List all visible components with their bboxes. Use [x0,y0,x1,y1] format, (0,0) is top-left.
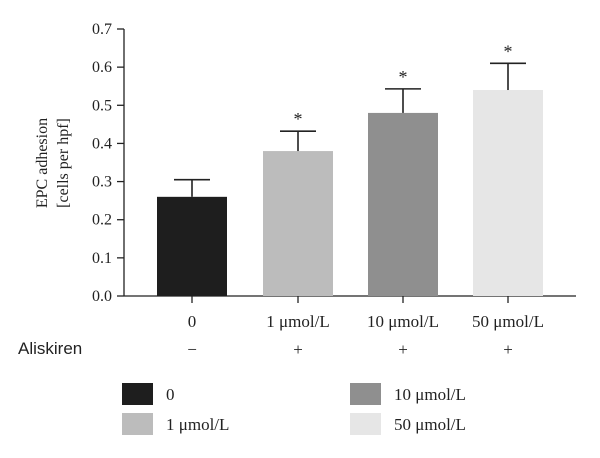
significance-star: * [294,109,303,129]
x-tick-label: 10 μmol/L [367,312,439,331]
legend-label-2: 1 μmol/L [166,415,229,434]
y-tick-label: 0.1 [92,250,112,267]
error-bars: * * * [174,41,526,197]
bar-2 [368,112,438,297]
legend-swatch-3 [350,413,381,435]
y-tick-label: 0.7 [92,21,112,38]
treatment-mark: − [187,340,197,359]
y-tick-label: 0.0 [92,288,112,305]
bar-1 [263,151,333,296]
x-tick-label: 50 μmol/L [472,312,544,331]
legend-label-1: 10 μmol/L [394,385,466,404]
significance-star: * [504,41,513,61]
treatment-row: Aliskiren − + + + [18,339,513,359]
legend-label-0: 0 [166,385,175,404]
y-axis-title-line2: [cells per hpf] [55,118,72,208]
legend-swatch-1 [350,383,381,405]
y-tick-label: 0.3 [92,174,112,191]
category-labels: 0 1 μmol/L 10 μmol/L 50 μmol/L [188,296,544,331]
legend: 0 10 μmol/L 1 μmol/L 50 μmol/L [122,383,466,435]
treatment-label: Aliskiren [18,339,82,358]
bar-0 [157,196,227,296]
x-tick-label: 0 [188,312,197,331]
x-tick-label: 1 μmol/L [266,312,329,331]
y-tick-label: 0.4 [92,135,112,152]
legend-swatch-0 [122,383,153,405]
legend-swatch-2 [122,413,153,435]
treatment-mark: + [503,340,513,359]
y-tick-label: 0.6 [92,59,112,76]
treatment-mark: + [293,340,303,359]
bar-3 [473,90,543,297]
y-axis-title: EPC adhesion [cells per hpf] [34,118,72,208]
y-axis-title-line1: EPC adhesion [34,118,51,208]
treatment-mark: + [398,340,408,359]
bars [157,90,543,297]
legend-label-3: 50 μmol/L [394,415,466,434]
y-ticks: 0.0 0.1 0.2 0.3 0.4 0.5 0.6 0.7 [92,21,124,305]
y-tick-label: 0.2 [92,212,112,229]
y-tick-label: 0.5 [92,97,112,114]
significance-star: * [399,67,408,87]
